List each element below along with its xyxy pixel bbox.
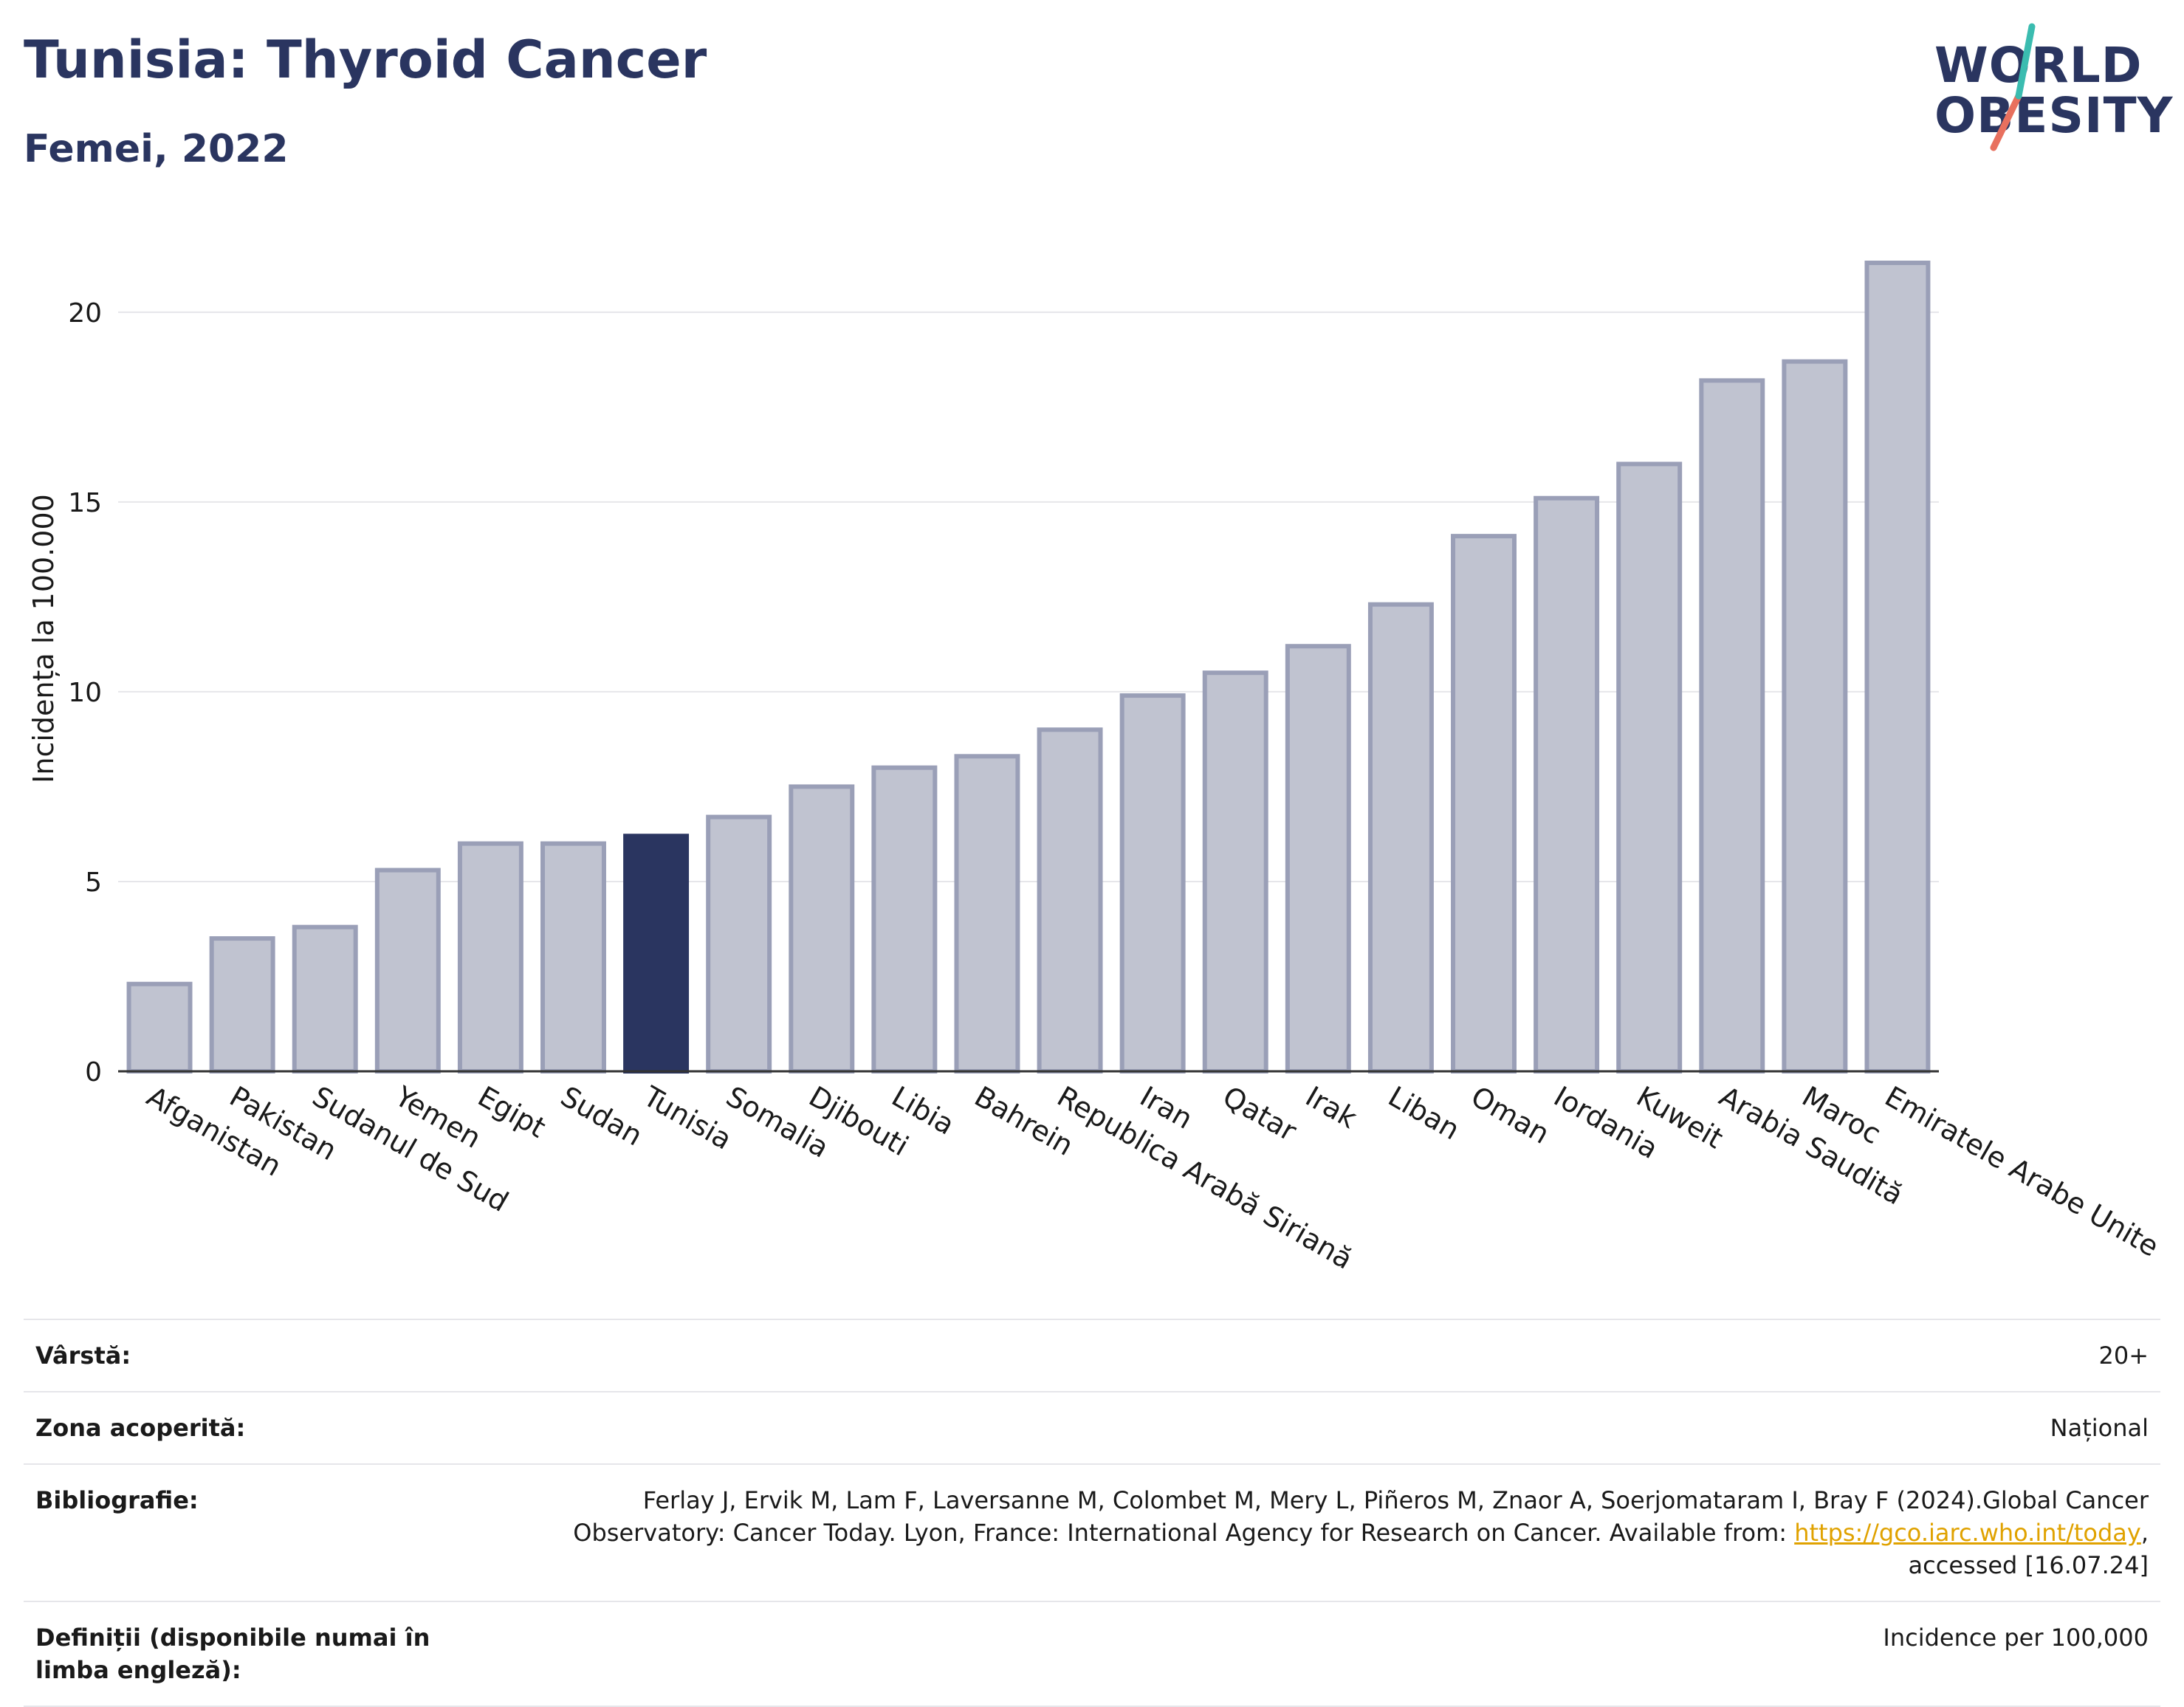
bar-emiratele-arabe-unite (1864, 260, 1931, 1074)
bar-sudan (540, 841, 606, 1074)
bar-somalia (706, 814, 772, 1074)
y-tick-label: 10 (68, 678, 102, 708)
bar-arabia-saudită (1699, 378, 1765, 1074)
meta-row-bibliography: Bibliografie: Ferlay J, Ervik M, Lam F, … (24, 1463, 2160, 1601)
world-obesity-logo: WORLD OBESITY (1920, 22, 2174, 155)
x-tick-label: Irak (1300, 1080, 1362, 1135)
bibliography-text: Ferlay J, Ervik M, Lam F, Laversanne M, … (573, 1486, 2149, 1547)
meta-row-coverage: Zona acoperită: Național (24, 1391, 2160, 1463)
x-tick-label: Tunisia (637, 1079, 737, 1156)
bars (126, 260, 1931, 1074)
meta-value: Ferlay J, Ervik M, Lam F, Laversanne M, … (524, 1484, 2149, 1581)
bar-libia (871, 765, 938, 1074)
bar-oman (1451, 534, 1517, 1074)
logo-line-2: OBESITY (1934, 87, 2174, 144)
page-subtitle: Femei, 2022 (24, 127, 289, 171)
x-tick-label: Liban (1383, 1080, 1465, 1147)
bar-irak (1285, 644, 1351, 1074)
bar-egipt (457, 841, 523, 1074)
logo-line-1: WORLD (1934, 37, 2143, 94)
bibliography-accessed: , accessed [16.07.24] (1908, 1519, 2149, 1579)
bar-tunisia (623, 834, 690, 1074)
y-tick-label: 0 (85, 1057, 102, 1088)
meta-label: Definiții (disponibile numai în limba en… (35, 1624, 430, 1684)
source-link[interactable]: https://gco.iarc.who.int/today (1794, 1519, 2141, 1547)
bar-liban (1367, 602, 1434, 1074)
meta-value: Național (2050, 1414, 2149, 1442)
bar-kuweit (1616, 461, 1683, 1074)
y-tick-label: 5 (85, 868, 102, 898)
bar-djibouti (789, 784, 855, 1074)
meta-label: Bibliografie: (35, 1486, 199, 1514)
bar-afganistan (126, 981, 193, 1074)
x-tick-label: Emiratele Arabe Unite (1879, 1080, 2164, 1263)
meta-value: 20+ (2098, 1342, 2149, 1370)
x-tick-label: Qatar (1218, 1080, 1302, 1148)
bar-iordania (1534, 495, 1600, 1074)
bar-iran (1119, 693, 1186, 1074)
x-tick-label: Sudan (555, 1080, 648, 1153)
bar-qatar (1202, 670, 1268, 1074)
y-axis-label: Incidența la 100.000 (27, 494, 60, 783)
bar-bahrein (954, 754, 1020, 1074)
metadata-table: Vârstă: 20+ Zona acoperită: Național Bib… (24, 1319, 2160, 1707)
logo-slash-icon (1990, 23, 2036, 151)
bar-yemen (374, 868, 441, 1074)
meta-label: Zona acoperită: (35, 1414, 246, 1442)
bar-maroc (1782, 359, 1848, 1074)
x-tick-label: Oman (1466, 1080, 1555, 1150)
meta-value: Incidence per 100,000 (1883, 1624, 2149, 1652)
meta-row-definitions: Definiții (disponibile numai în limba en… (24, 1601, 2160, 1707)
y-tick-label: 15 (68, 488, 102, 518)
bar-republica-arabă-siriană (1037, 727, 1103, 1074)
x-tick-label: Egipt (473, 1080, 552, 1144)
y-tick-label: 20 (68, 298, 102, 329)
bar-sudanul-de-sud (292, 924, 358, 1074)
bar-pakistan (209, 936, 275, 1074)
meta-label: Vârstă: (35, 1342, 131, 1370)
page-title: Tunisia: Thyroid Cancer (24, 30, 707, 90)
meta-row-age: Vârstă: 20+ (24, 1319, 2160, 1391)
